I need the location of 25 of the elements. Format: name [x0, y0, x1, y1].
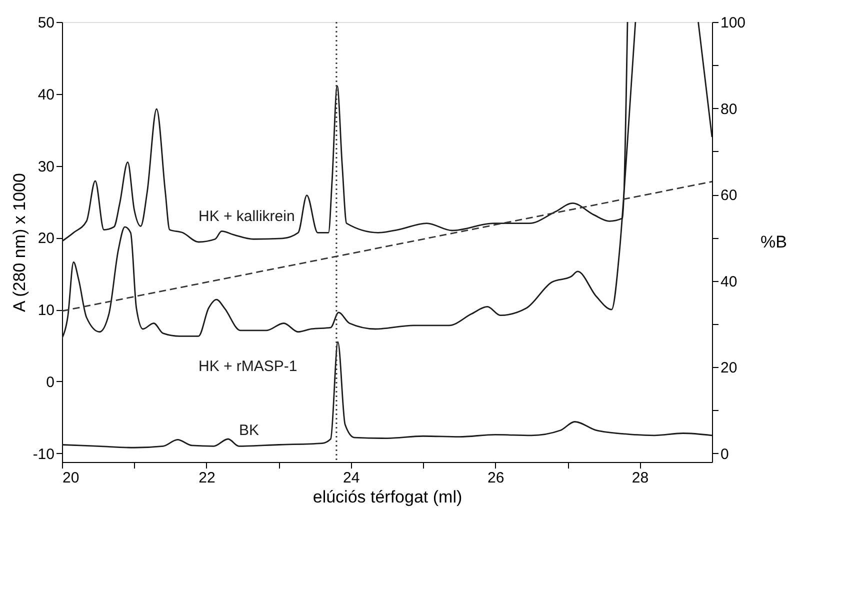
series-label: BK	[238, 422, 259, 440]
y-tick-label: 40	[38, 86, 54, 104]
x-tick-label: 22	[198, 470, 216, 486]
x-tick-label: 28	[632, 470, 649, 486]
x-tick-label: 20	[62, 470, 80, 486]
line-series	[62, 341, 712, 448]
y-tick-label: -10	[32, 446, 54, 463]
y-axis-title: A (280 nm) x 1000	[10, 173, 29, 312]
y-tick-label: 20	[38, 230, 54, 248]
series-label: HK + kallikrein	[198, 208, 295, 225]
x-axis-title: elúciós térfogat (ml)	[312, 488, 462, 506]
y2-axis-title: %B	[760, 232, 787, 252]
x-tick-label: 26	[487, 470, 504, 486]
y-tick-label: 50	[38, 14, 54, 32]
series-label: HK + rMASP-1	[198, 358, 298, 376]
y2-tick-label: 20	[720, 360, 738, 377]
y-tick-label: 30	[38, 158, 54, 176]
y2-tick-label: 80	[720, 100, 738, 118]
y-tick-label: 10	[38, 302, 54, 320]
y2-tick-label: 0	[720, 446, 729, 463]
y-tick-label: 0	[46, 374, 54, 391]
y2-tick-label: 40	[720, 273, 738, 290]
y2-tick-label: 60	[720, 187, 738, 204]
x-tick-label: 24	[343, 470, 360, 486]
y2-tick-label: 100	[720, 14, 746, 32]
